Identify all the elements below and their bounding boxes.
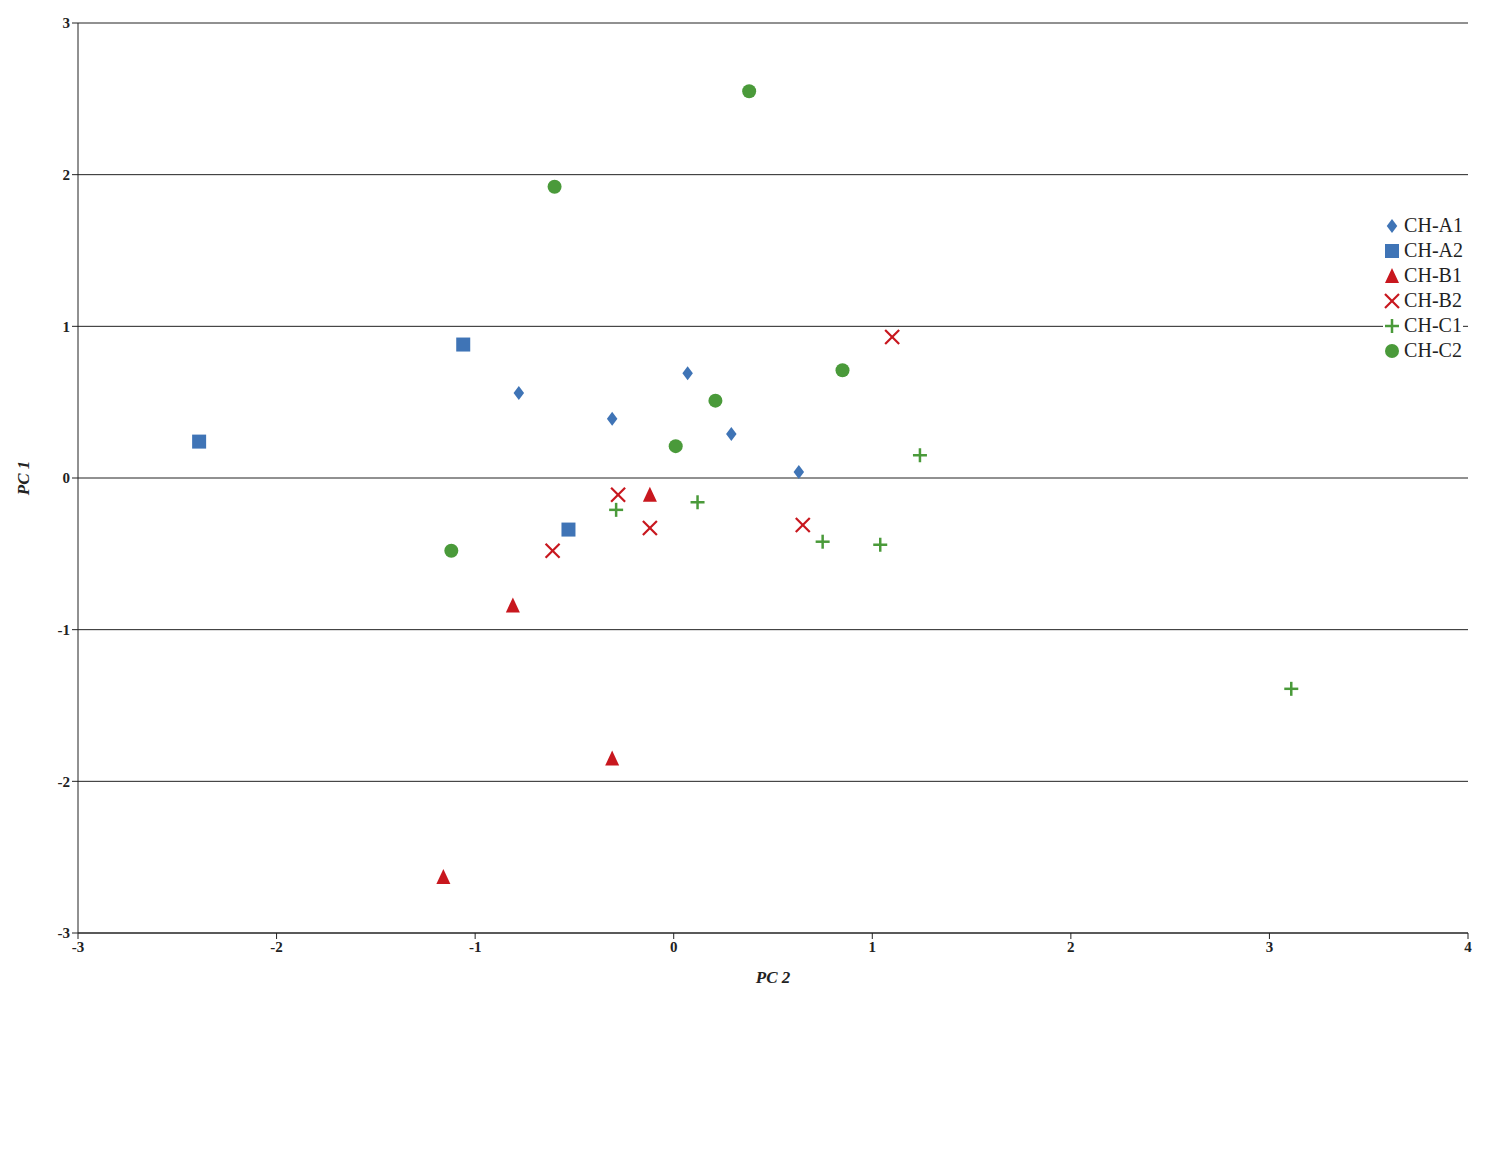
svg-text:-1: -1 [469,939,482,955]
html-text:CH-A1: CH-A1 [1404,214,1463,236]
html-text:CH-A2: CH-A2 [1404,239,1463,261]
svg-text:2: 2 [1067,939,1075,955]
svg-text:-2: -2 [58,774,71,790]
svg-text:1: 1 [63,319,71,335]
svg-text:PC 1: PC 1 [14,461,33,496]
svg-text:-1: -1 [58,622,71,638]
svg-text:-2: -2 [270,939,283,955]
svg-text:2: 2 [63,167,71,183]
svg-text:PC 2: PC 2 [755,968,791,987]
svg-text:4: 4 [1464,939,1472,955]
html-text:CH-B2: CH-B2 [1404,289,1462,311]
html-text:CH-C1: CH-C1 [1404,314,1462,336]
svg-text:3: 3 [1266,939,1274,955]
html-text:CH-C2: CH-C2 [1404,339,1462,361]
svg-text:0: 0 [63,470,71,486]
svg-text:-3: -3 [72,939,85,955]
html-text:CH-B1: CH-B1 [1404,264,1462,286]
svg-text:3: 3 [63,15,71,31]
svg-text:0: 0 [670,939,678,955]
svg-text:1: 1 [869,939,877,955]
svg-text:-3: -3 [58,925,71,941]
